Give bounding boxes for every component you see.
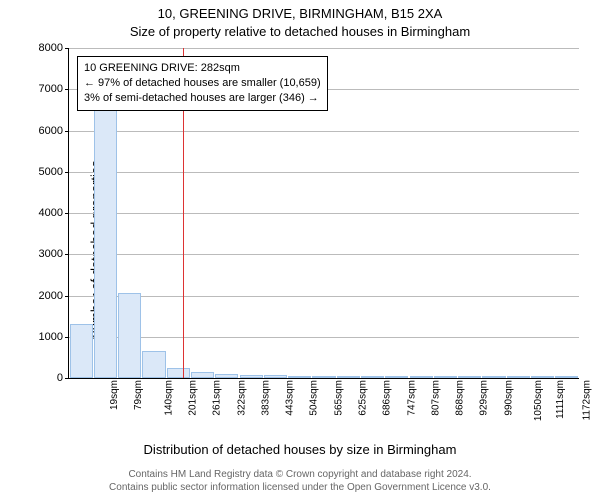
y-tick-label: 0 <box>57 372 63 384</box>
plot-area: 10 GREENING DRIVE: 282sqm ← 97% of detac… <box>68 48 579 379</box>
x-tick-label: 19sqm <box>109 380 120 410</box>
x-axis-label: Distribution of detached houses by size … <box>0 442 600 457</box>
x-tick-label: 807sqm <box>430 380 441 416</box>
x-tick-label: 504sqm <box>309 380 320 416</box>
bar <box>337 376 360 378</box>
bar <box>70 324 93 378</box>
y-tick-label: 2000 <box>39 290 63 302</box>
bar <box>531 376 554 378</box>
y-tick-mark <box>65 213 69 214</box>
footer-line-1: Contains HM Land Registry data © Crown c… <box>0 468 600 481</box>
callout-box: 10 GREENING DRIVE: 282sqm ← 97% of detac… <box>77 56 328 111</box>
x-tick-label: 261sqm <box>212 380 223 416</box>
chart-subtitle: Size of property relative to detached ho… <box>0 24 600 39</box>
x-tick-label: 383sqm <box>260 380 271 416</box>
bar <box>434 376 457 378</box>
callout-line-2: ← 97% of detached houses are smaller (10… <box>84 76 321 91</box>
x-tick-label: 322sqm <box>236 380 247 416</box>
bar <box>167 368 190 378</box>
x-tick-label: 929sqm <box>479 380 490 416</box>
bar <box>361 376 384 378</box>
x-tick-label: 686sqm <box>382 380 393 416</box>
bar <box>385 376 408 378</box>
footer-line-2: Contains public sector information licen… <box>0 481 600 494</box>
y-tick-label: 8000 <box>39 42 63 54</box>
y-tick-mark <box>65 172 69 173</box>
bar <box>312 376 335 378</box>
bar <box>264 375 287 378</box>
y-tick-label: 6000 <box>39 125 63 137</box>
x-tick-label: 1172sqm <box>581 380 592 420</box>
chart-title: 10, GREENING DRIVE, BIRMINGHAM, B15 2XA <box>0 6 600 21</box>
x-tick-label: 747sqm <box>406 380 417 416</box>
x-tick-label: 990sqm <box>503 380 514 416</box>
y-tick-label: 7000 <box>39 83 63 95</box>
y-tick-label: 5000 <box>39 166 63 178</box>
x-tick-label: 1050sqm <box>533 380 544 421</box>
y-tick-mark <box>65 296 69 297</box>
y-tick-mark <box>65 254 69 255</box>
x-tick-label: 79sqm <box>133 380 144 410</box>
bar <box>118 293 141 378</box>
bar <box>215 374 238 378</box>
bar <box>288 376 311 378</box>
bar <box>142 351 165 378</box>
bar <box>94 98 117 379</box>
x-tick-label: 625sqm <box>358 380 369 416</box>
x-tick-label: 443sqm <box>285 380 296 416</box>
x-tick-label: 1111sqm <box>555 380 566 419</box>
x-tick-label: 868sqm <box>455 380 466 416</box>
y-tick-label: 3000 <box>39 248 63 260</box>
y-tick-label: 4000 <box>39 207 63 219</box>
callout-line-3: 3% of semi-detached houses are larger (3… <box>84 91 321 106</box>
callout-line-1: 10 GREENING DRIVE: 282sqm <box>84 61 321 76</box>
x-tick-label: 201sqm <box>188 380 199 416</box>
bar <box>410 376 433 378</box>
y-tick-mark <box>65 48 69 49</box>
y-tick-mark <box>65 89 69 90</box>
bar <box>458 376 481 378</box>
bar <box>240 375 263 378</box>
bar <box>191 372 214 378</box>
x-tick-label: 140sqm <box>163 380 174 416</box>
footer: Contains HM Land Registry data © Crown c… <box>0 468 600 494</box>
y-tick-mark <box>65 378 69 379</box>
y-tick-mark <box>65 337 69 338</box>
bar <box>482 376 505 378</box>
y-tick-label: 1000 <box>39 331 63 343</box>
bar <box>507 376 530 378</box>
x-tick-label: 565sqm <box>333 380 344 416</box>
bar <box>555 376 578 378</box>
y-tick-mark <box>65 131 69 132</box>
